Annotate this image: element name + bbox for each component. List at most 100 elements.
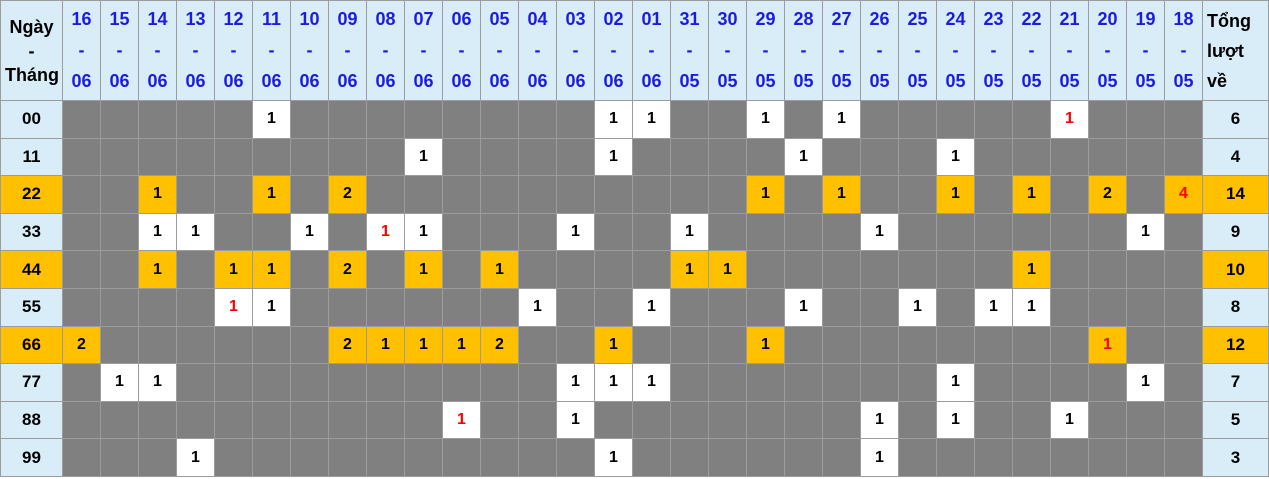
col-header-04-06: 04-06	[518, 0, 557, 101]
cell-55-12-06: 1	[214, 287, 253, 327]
col-header-28-05: 28-05	[784, 0, 823, 101]
cell-22-28-05	[784, 175, 823, 214]
col-header-29-05: 29-05	[746, 0, 785, 101]
cell-33-18-05	[1164, 212, 1203, 252]
cell-44-09-06: 2	[328, 250, 367, 289]
cell-44-28-05	[784, 250, 823, 289]
cell-99-04-06	[518, 438, 557, 477]
cell-88-14-06	[138, 400, 177, 440]
cell-88-05-06	[480, 400, 519, 440]
cell-77-19-05: 1	[1126, 363, 1165, 402]
cell-00-11-06: 1	[252, 100, 291, 139]
cell-44-22-05: 1	[1012, 250, 1051, 289]
cell-55-13-06	[176, 287, 215, 327]
cell-55-26-05	[860, 287, 899, 327]
cell-66-12-06	[214, 325, 253, 365]
cell-77-20-05	[1088, 363, 1127, 402]
col-header-18-05: 18-05	[1164, 0, 1203, 101]
col-header-11-06: 11-06	[252, 0, 291, 101]
cell-88-24-05: 1	[936, 400, 975, 440]
cell-66-01-06	[632, 325, 671, 365]
cell-11-30-05	[708, 137, 747, 177]
cell-66-29-05: 1	[746, 325, 785, 365]
row-label-55: 55	[0, 287, 63, 327]
cell-88-16-06	[62, 400, 101, 440]
cell-22-22-05: 1	[1012, 175, 1051, 214]
cell-88-04-06	[518, 400, 557, 440]
cell-99-25-05	[898, 438, 937, 477]
cell-99-09-06	[328, 438, 367, 477]
cell-00-28-05	[784, 100, 823, 139]
cell-11-10-06	[290, 137, 329, 177]
cell-33-21-05	[1050, 212, 1089, 252]
cell-88-28-05	[784, 400, 823, 440]
cell-55-22-05: 1	[1012, 287, 1051, 327]
cell-55-31-05	[670, 287, 709, 327]
cell-11-08-06	[366, 137, 405, 177]
cell-11-11-06	[252, 137, 291, 177]
cell-11-12-06	[214, 137, 253, 177]
cell-11-31-05	[670, 137, 709, 177]
cell-11-02-06: 1	[594, 137, 633, 177]
cell-88-03-06: 1	[556, 400, 595, 440]
cell-33-09-06	[328, 212, 367, 252]
cell-44-20-05	[1088, 250, 1127, 289]
cell-22-14-06: 1	[138, 175, 177, 214]
cell-88-10-06	[290, 400, 329, 440]
cell-00-16-06	[62, 100, 101, 139]
cell-66-03-06	[556, 325, 595, 365]
cell-99-12-06	[214, 438, 253, 477]
cell-22-29-05: 1	[746, 175, 785, 214]
cell-66-26-05	[860, 325, 899, 365]
col-header-03-06: 03-06	[556, 0, 595, 101]
header-row: Ngày - Tháng 16-06 15-06 14-06 13-06 12-06 11…	[0, 0, 1269, 101]
cell-66-28-05	[784, 325, 823, 365]
cell-99-22-05	[1012, 438, 1051, 477]
cell-33-20-05	[1088, 212, 1127, 252]
row-22: 22 1 1 2 1 1 1 1 2 4 14	[0, 175, 1269, 214]
cell-88-06-06: 1	[442, 400, 481, 440]
cell-44-08-06	[366, 250, 405, 289]
cell-00-15-06	[100, 100, 139, 139]
row-total-66: 12	[1202, 325, 1269, 365]
cell-66-10-06	[290, 325, 329, 365]
row-total-22: 14	[1202, 175, 1269, 214]
col-header-23-05: 23-05	[974, 0, 1013, 101]
cell-11-24-05: 1	[936, 137, 975, 177]
cell-88-02-06	[594, 400, 633, 440]
col-header-02-06: 02-06	[594, 0, 633, 101]
cell-33-03-06: 1	[556, 212, 595, 252]
cell-88-09-06	[328, 400, 367, 440]
cell-33-28-05	[784, 212, 823, 252]
cell-11-04-06	[518, 137, 557, 177]
cell-33-29-05	[746, 212, 785, 252]
cell-44-16-06	[62, 250, 101, 289]
cell-22-02-06	[594, 175, 633, 214]
cell-99-06-06	[442, 438, 481, 477]
cell-77-23-05	[974, 363, 1013, 402]
cell-11-09-06	[328, 137, 367, 177]
cell-66-11-06	[252, 325, 291, 365]
cell-55-04-06: 1	[518, 287, 557, 327]
cell-99-26-05: 1	[860, 438, 899, 477]
col-header-22-05: 22-05	[1012, 0, 1051, 101]
cell-44-31-05: 1	[670, 250, 709, 289]
cell-00-20-05	[1088, 100, 1127, 139]
cell-99-03-06	[556, 438, 595, 477]
cell-55-28-05: 1	[784, 287, 823, 327]
cell-55-23-05: 1	[974, 287, 1013, 327]
cell-22-20-05: 2	[1088, 175, 1127, 214]
cell-22-27-05: 1	[822, 175, 861, 214]
cell-55-30-05	[708, 287, 747, 327]
cell-11-21-05	[1050, 137, 1089, 177]
cell-11-13-06	[176, 137, 215, 177]
cell-77-12-06	[214, 363, 253, 402]
cell-88-30-05	[708, 400, 747, 440]
cell-22-16-06	[62, 175, 101, 214]
cell-00-14-06	[138, 100, 177, 139]
cell-00-23-05	[974, 100, 1013, 139]
cell-77-01-06: 1	[632, 363, 671, 402]
cell-44-03-06	[556, 250, 595, 289]
cell-88-12-06	[214, 400, 253, 440]
row-label-88: 88	[0, 400, 63, 440]
